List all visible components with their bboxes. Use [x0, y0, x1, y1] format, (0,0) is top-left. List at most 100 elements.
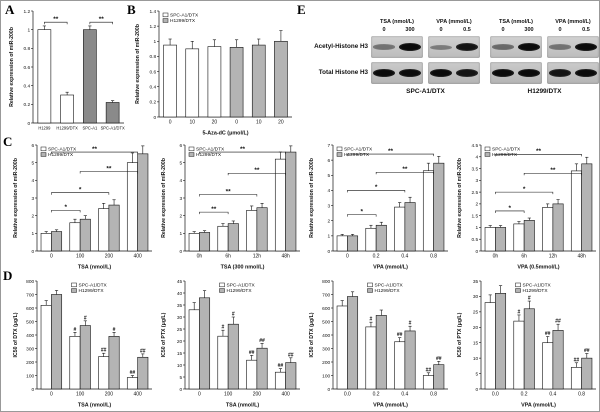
svg-text:0: 0 — [154, 115, 157, 121]
svg-text:##: ## — [288, 352, 294, 358]
svg-text:4: 4 — [328, 188, 331, 194]
svg-text:3: 3 — [328, 203, 331, 209]
svg-text:1: 1 — [180, 231, 183, 237]
svg-text:3: 3 — [180, 196, 183, 202]
svg-text:##: ## — [574, 357, 580, 363]
svg-text:800: 800 — [322, 279, 330, 285]
svg-text:5: 5 — [180, 160, 183, 166]
blot-treatment-header: VPA (mmol/L) — [436, 19, 472, 25]
svg-text:#: # — [518, 309, 521, 315]
blot-blocks: TSA (nmol/L) 0 300 VPA (mmol/L) 0 0.5 — [490, 19, 599, 84]
blot-lane — [490, 62, 516, 84]
panel-label-B: B — [127, 2, 136, 17]
blot-band — [455, 43, 479, 51]
svg-text:20: 20 — [177, 339, 183, 345]
svg-text:0.4: 0.4 — [401, 392, 408, 398]
svg-text:700: 700 — [26, 292, 34, 298]
svg-text:300: 300 — [322, 346, 330, 352]
svg-text:0.2: 0.2 — [24, 102, 31, 108]
svg-text:*: * — [64, 204, 67, 211]
svg-text:*: * — [79, 187, 82, 194]
svg-text:##: ## — [140, 348, 146, 354]
svg-text:##: ## — [555, 319, 561, 325]
svg-text:400: 400 — [26, 333, 34, 339]
svg-text:##: ## — [259, 338, 265, 344]
svg-text:0: 0 — [180, 387, 183, 393]
svg-text:0.6: 0.6 — [24, 65, 31, 71]
blot-band — [429, 44, 453, 50]
svg-text:#: # — [232, 312, 235, 318]
svg-text:**: ** — [536, 148, 542, 155]
svg-text:400: 400 — [133, 254, 142, 260]
svg-text:Relative expression of miR-200: Relative expression of miR-200b — [457, 158, 463, 238]
blot-group-name: SPC-A1/DTX — [406, 88, 445, 95]
svg-text:200: 200 — [105, 254, 114, 260]
svg-text:IC50 of PTX (μg/L): IC50 of PTX (μg/L) — [457, 312, 463, 357]
svg-text:0: 0 — [198, 392, 201, 398]
svg-text:0: 0 — [346, 254, 349, 260]
blot-doses: 0 300 — [371, 27, 423, 35]
blot-treatment-header: TSA (nmol/L) — [379, 19, 414, 25]
panel-label-E: E — [297, 2, 306, 17]
svg-text:20: 20 — [473, 325, 479, 331]
svg-text:400: 400 — [281, 392, 290, 398]
blot-lane — [428, 62, 454, 84]
svg-text:2: 2 — [32, 213, 35, 219]
svg-text:35: 35 — [473, 279, 479, 285]
svg-text:SPC-A1/DTX: SPC-A1/DTX — [196, 146, 225, 152]
svg-text:4: 4 — [180, 178, 183, 184]
blot-blocks: TSA (nmol/L) 0 300 VPA (mmol/L) 0 0.5 — [371, 19, 480, 84]
svg-text:H1299/DTX: H1299/DTX — [523, 288, 549, 294]
blot-lane — [547, 62, 573, 84]
svg-text:4: 4 — [476, 155, 479, 161]
panel-E-blots: Acetyl-Histone H3 Total Histone H3 TSA (nm… — [309, 9, 599, 135]
blot-band — [548, 44, 572, 50]
svg-text:700: 700 — [322, 292, 330, 298]
svg-text:20: 20 — [278, 120, 284, 126]
svg-text:H1299: H1299 — [38, 126, 51, 131]
svg-text:500: 500 — [26, 319, 34, 325]
svg-text:*: * — [375, 184, 378, 191]
blot-dose-label: 300 — [405, 27, 415, 33]
blot-lane — [516, 62, 542, 84]
svg-text:*: * — [508, 205, 511, 212]
svg-text:#: # — [528, 296, 531, 302]
svg-text:##: ## — [278, 363, 284, 369]
svg-text:600: 600 — [322, 306, 330, 312]
chart-C3-vpa-dose: 0 1 2 3 4 5 6 7 0 0.2 0.4 0.8 VPA (mmol/L) Relative e… — [307, 139, 451, 271]
svg-text:**: ** — [226, 188, 232, 195]
blot-doses: 0 300 — [490, 27, 542, 35]
svg-text:TSA (nmol/L): TSA (nmol/L) — [78, 265, 112, 271]
svg-text:0.8: 0.8 — [24, 46, 31, 52]
blot-band — [372, 69, 396, 77]
svg-text:5-Aza-dC (μmol/L): 5-Aza-dC (μmol/L) — [202, 131, 248, 137]
blot-row-label: Total Histone H3 — [318, 69, 368, 76]
blot-dose-label: 0 — [439, 27, 443, 33]
svg-text:1.5: 1.5 — [472, 213, 479, 219]
svg-text:0.0: 0.0 — [344, 392, 351, 398]
total-histone-h3-blot — [428, 62, 480, 84]
chart-A-mir200b-baseline: 0 0.2 0.4 0.6 0.8 1 1.2 H1299 H1299/DTX SPC-A1 SPC… — [7, 5, 127, 137]
blot-treatment-block: VPA (mmol/L) 0 0.5 — [547, 19, 599, 84]
svg-text:SPC-A1/DTX: SPC-A1/DTX — [79, 282, 108, 288]
blot-lane — [371, 36, 397, 58]
svg-text:0h: 0h — [493, 254, 499, 260]
svg-text:5: 5 — [180, 375, 183, 381]
svg-text:0.8: 0.8 — [430, 392, 437, 398]
svg-text:#: # — [84, 315, 87, 321]
svg-text:1.2: 1.2 — [24, 9, 31, 15]
blot-dose-label: 0.5 — [582, 27, 590, 33]
blot-band — [574, 69, 598, 77]
chart-D4-ic50-ptx-vpa: 0 5 10 15 20 25 30 35 # ## ## # ## ## 0.0 0.2 0.4 0.8 VPA … — [455, 275, 599, 409]
svg-text:##: ## — [436, 356, 442, 362]
svg-text:6h: 6h — [521, 254, 527, 260]
blot-lane — [573, 62, 599, 84]
svg-text:48h: 48h — [577, 254, 586, 260]
total-histone-h3-blot — [371, 62, 423, 84]
svg-text:SPC-A1/DTX: SPC-A1/DTX — [227, 282, 256, 288]
blot-lane — [547, 36, 573, 58]
svg-text:**: ** — [254, 167, 260, 174]
blot-doses: 0 0.5 — [428, 27, 480, 35]
svg-text:100: 100 — [26, 373, 34, 379]
svg-text:H1299/DTX: H1299/DTX — [196, 152, 222, 158]
